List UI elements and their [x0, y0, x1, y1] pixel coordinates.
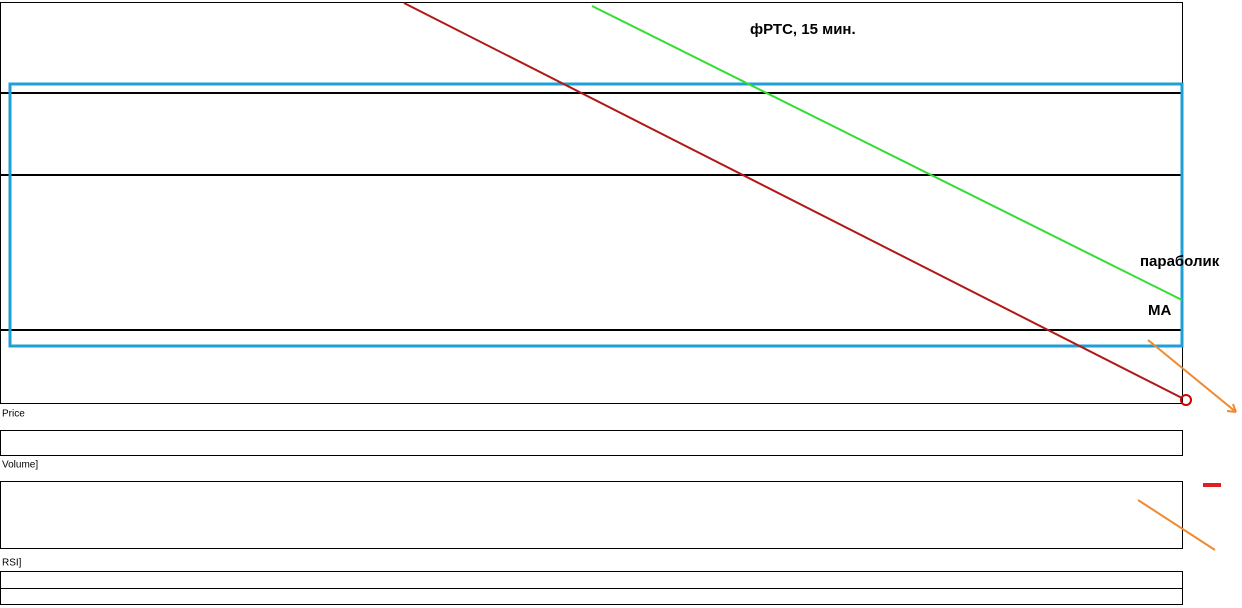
- drawings: [0, 2, 1237, 551]
- panel-label: Price: [2, 409, 25, 420]
- panel-label: RSI]: [2, 558, 22, 569]
- volume-panel: [0, 430, 1183, 456]
- panel-label: Volume]: [2, 460, 38, 471]
- rsi-panel: [0, 481, 1183, 549]
- title: фРТС, 15 мин.: [750, 21, 856, 38]
- annotation: параболик: [1140, 253, 1220, 270]
- price-panel: [0, 2, 1183, 404]
- annotation: MA: [1148, 302, 1171, 319]
